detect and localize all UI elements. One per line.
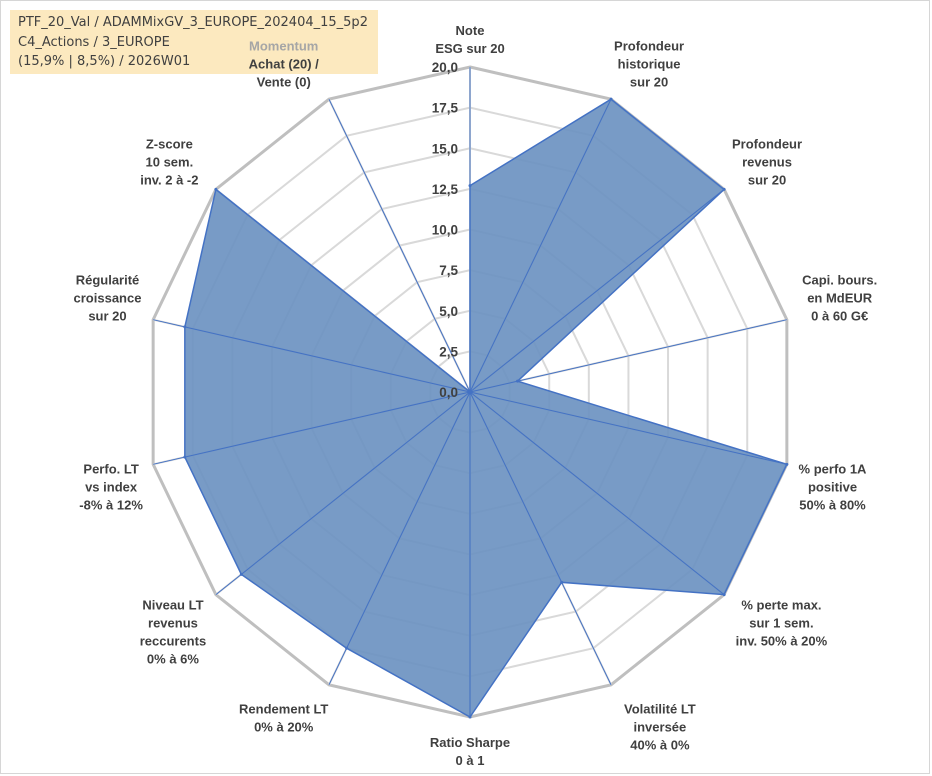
axis-label-1: Profondeur historique sur 20 bbox=[614, 39, 684, 90]
spoke-line-6 bbox=[469, 391, 612, 686]
tick-label-5: 12,5 bbox=[432, 182, 459, 197]
axis-label-5-line-0: % perte max. bbox=[741, 597, 821, 612]
spoke-line-9 bbox=[215, 391, 471, 596]
axis-label-1-line-2: sur 20 bbox=[630, 75, 668, 90]
axis-label-2-line-0: Profondeur bbox=[732, 137, 802, 152]
axis-label-4: % perfo 1A positive 50% à 80% bbox=[799, 461, 868, 512]
axis-label-11-line-0: Régularité bbox=[76, 273, 140, 288]
spoke-line-13 bbox=[328, 98, 471, 393]
axis-label-5-line-1: sur 1 sem. bbox=[749, 615, 813, 630]
axis-label-10-line-1: vs index bbox=[85, 479, 138, 494]
spoke-line-4 bbox=[469, 391, 787, 465]
axis-label-0-line-1: ESG sur 20 bbox=[435, 41, 504, 56]
axis-label-6-line-2: 40% à 0% bbox=[630, 737, 690, 752]
axis-label-10-line-2: -8% à 12% bbox=[79, 497, 143, 512]
axis-label-10: Perfo. LT vs index -8% à 12% bbox=[79, 461, 143, 512]
tick-label-0: 0,0 bbox=[439, 385, 458, 400]
data-point-0 bbox=[468, 184, 472, 188]
data-point-4 bbox=[785, 462, 789, 466]
spoke-line-1 bbox=[469, 98, 612, 393]
axis-label-1-line-0: Profondeur bbox=[614, 39, 684, 54]
axis-label-11: Régularité croissance sur 20 bbox=[74, 273, 142, 324]
axis-label-12-line-0: Z-score bbox=[146, 137, 193, 152]
title-line-3: (15,9% | 8,5%) / 2026W01 bbox=[18, 54, 191, 69]
title-box: PTF_20_Val / ADAMMixGV_3_EUROPE_202404_1… bbox=[10, 10, 378, 74]
data-point-6 bbox=[560, 580, 564, 584]
data-point-12 bbox=[214, 187, 218, 191]
axis-label-12-line-2: inv. 2 à -2 bbox=[140, 173, 198, 188]
axis-label-6-line-1: inversée bbox=[634, 719, 687, 734]
axis-label-11-line-1: croissance bbox=[74, 291, 142, 306]
data-point-10 bbox=[183, 455, 187, 459]
axis-label-2-line-1: revenus bbox=[742, 155, 792, 170]
title-line-2: C4_Actions / 3_EUROPE bbox=[18, 34, 170, 50]
tick-label-6: 15,0 bbox=[432, 141, 458, 156]
axis-label-9: Niveau LT revenus reccurents 0% à 6% bbox=[140, 597, 206, 666]
data-point-5 bbox=[722, 593, 726, 597]
axis-label-12-line-1: 10 sem. bbox=[146, 155, 194, 170]
axis-label-5: % perte max. sur 1 sem. inv. 50% à 20% bbox=[736, 597, 828, 648]
tick-label-1: 2,5 bbox=[439, 344, 458, 359]
axis-label-0: Note ESG sur 20 bbox=[435, 23, 504, 56]
axis-label-6-line-0: Volatilité LT bbox=[624, 701, 696, 716]
axis-label-9-line-1: revenus bbox=[148, 615, 198, 630]
data-point-7 bbox=[468, 715, 472, 719]
radar-tick-labels: 0,0 2,5 5,0 7,5 10,0 12,5 15,0 17,5 20,0 bbox=[432, 60, 459, 400]
data-point-1 bbox=[609, 97, 613, 101]
axis-label-4-line-2: 50% à 80% bbox=[799, 497, 866, 512]
axis-label-3: Capi. bours. en MdEUR 0 à 60 G€ bbox=[802, 273, 877, 324]
axis-label-3-line-2: 0 à 60 G€ bbox=[811, 309, 868, 324]
axis-label-13-line-0: Momentum bbox=[249, 39, 318, 54]
axis-label-7-line-0: Ratio Sharpe bbox=[430, 735, 510, 750]
data-point-3 bbox=[516, 379, 520, 383]
tick-label-7: 17,5 bbox=[432, 101, 459, 116]
tick-label-2: 5,0 bbox=[439, 304, 458, 319]
data-point-8 bbox=[345, 646, 349, 650]
axis-label-7: Ratio Sharpe 0 à 1 bbox=[430, 735, 510, 768]
tick-label-4: 10,0 bbox=[432, 223, 458, 238]
title-line-1: PTF_20_Val / ADAMMixGV_3_EUROPE_202404_1… bbox=[18, 15, 368, 30]
axis-label-9-line-0: Niveau LT bbox=[142, 597, 203, 612]
axis-label-3-line-0: Capi. bours. bbox=[802, 273, 877, 288]
axis-label-13: Momentum Achat (20) / Vente (0) bbox=[249, 39, 319, 90]
axis-label-10-line-0: Perfo. LT bbox=[83, 461, 138, 476]
axis-label-2-line-2: sur 20 bbox=[748, 173, 786, 188]
axis-label-13-line-1: Achat (20) / bbox=[249, 57, 319, 72]
data-point-9 bbox=[239, 572, 243, 576]
radar-series bbox=[153, 67, 789, 719]
axis-label-0-line-0: Note bbox=[456, 23, 485, 38]
axis-label-5-line-2: inv. 50% à 20% bbox=[736, 633, 828, 648]
spoke-line-5 bbox=[469, 391, 725, 596]
axis-label-9-line-2: reccurents bbox=[140, 633, 206, 648]
axis-label-9-line-3: 0% à 6% bbox=[147, 651, 199, 666]
axis-label-8-line-0: Rendement LT bbox=[239, 701, 328, 716]
data-point-11 bbox=[183, 325, 187, 329]
spoke-line-2 bbox=[469, 188, 725, 393]
axis-label-3-line-1: en MdEUR bbox=[807, 291, 873, 306]
tick-label-3: 7,5 bbox=[439, 263, 458, 278]
axis-label-8: Rendement LT 0% à 20% bbox=[239, 701, 328, 734]
tick-label-8: 20,0 bbox=[432, 60, 458, 75]
spoke-line-12 bbox=[215, 188, 471, 393]
axis-label-6: Volatilité LT inversée 40% à 0% bbox=[624, 701, 696, 752]
spoke-line-10 bbox=[153, 391, 471, 465]
axis-label-4-line-0: % perfo 1A bbox=[799, 461, 868, 476]
axis-label-12: Z-score 10 sem. inv. 2 à -2 bbox=[140, 137, 198, 188]
axis-label-1-line-1: historique bbox=[618, 57, 681, 72]
axis-label-13-line-2: Vente (0) bbox=[257, 75, 311, 90]
axis-label-7-line-1: 0 à 1 bbox=[456, 753, 485, 768]
spoke-line-3 bbox=[469, 319, 787, 393]
data-point-2 bbox=[722, 187, 726, 191]
axis-label-2: Profondeur revenus sur 20 bbox=[732, 137, 802, 188]
data-point-13 bbox=[468, 390, 472, 394]
radar-axis-labels: Note ESG sur 20 Profondeur historique sur 20… bbox=[74, 23, 878, 768]
axis-label-4-line-1: positive bbox=[808, 479, 857, 494]
axis-label-8-line-1: 0% à 20% bbox=[254, 719, 314, 734]
spoke-line-8 bbox=[328, 391, 471, 686]
spoke-line-11 bbox=[153, 319, 471, 393]
axis-label-11-line-2: sur 20 bbox=[88, 309, 126, 324]
